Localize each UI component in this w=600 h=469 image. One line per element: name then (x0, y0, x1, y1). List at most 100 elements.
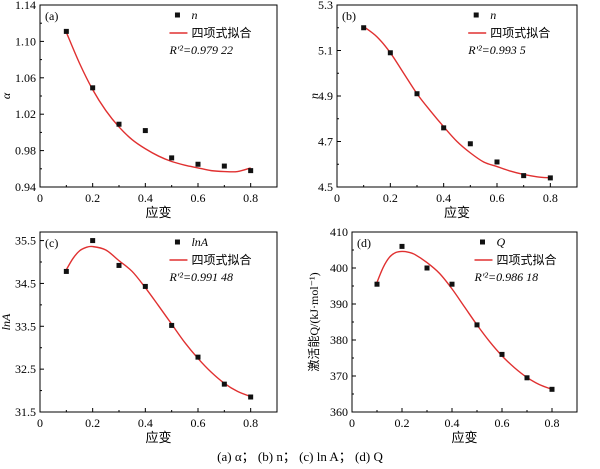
data-point (387, 50, 393, 56)
x-tick-label: 0.6 (191, 191, 206, 205)
y-tick-label: 0.94 (15, 180, 36, 194)
legend-marker-label: Q (497, 235, 506, 249)
y-tick-label: 1.06 (15, 71, 36, 85)
legend-marker-label: lnA (191, 235, 208, 249)
data-point (499, 351, 505, 357)
y-tick-label: 33.5 (15, 319, 36, 333)
y-axis-label: α (0, 92, 13, 99)
x-tick-label: 0.2 (383, 191, 398, 205)
data-point (248, 168, 254, 174)
x-tick-label: 0.6 (495, 416, 510, 430)
data-point (399, 243, 405, 249)
data-point (169, 322, 175, 328)
data-point (116, 121, 122, 127)
data-point (90, 85, 96, 91)
legend-fit-label: 四项式拟合 (497, 252, 557, 267)
legend-marker-symbol (174, 239, 180, 245)
x-tick-label: 0.8 (543, 191, 558, 205)
legend-marker-label: n (191, 8, 197, 22)
y-tick-label: 4.7 (318, 135, 333, 149)
x-tick-label: 0.2 (85, 416, 100, 430)
y-tick-label: 370 (330, 369, 348, 383)
y-tick-label: 31.5 (15, 405, 36, 419)
data-point (414, 91, 420, 97)
y-tick-label: 390 (330, 297, 348, 311)
data-point (248, 394, 254, 400)
x-tick-label: 0.8 (243, 416, 258, 430)
panel-label: (a) (45, 9, 58, 23)
x-tick-label: 0.6 (191, 416, 206, 430)
y-tick-label: 5.1 (318, 44, 333, 58)
x-tick-label: 0.4 (138, 191, 153, 205)
y-tick-label: 34.5 (15, 276, 36, 290)
y-tick-label: 1.14 (15, 0, 36, 12)
figure-caption: (a) α； (b) n； (c) ln A； (d) Q (217, 449, 383, 464)
x-axis-label: 应变 (444, 205, 470, 220)
y-tick-label: 400 (330, 261, 348, 275)
data-point (116, 262, 122, 268)
data-point (221, 163, 227, 169)
data-point (374, 281, 380, 287)
chart-panel-c: 0 0.2 0.4 0.6 0.8 31.5 32.5 33.5 34.5 35.5 应变 lnA (c… (0, 231, 278, 445)
legend-r2: R'²=0.979 22 (168, 43, 233, 57)
data-point (90, 238, 96, 244)
x-tick-label: 0 (334, 191, 340, 205)
x-axis-label: 应变 (145, 430, 171, 445)
y-tick-label: 0.98 (15, 144, 36, 158)
fit-curve (363, 26, 551, 179)
legend-fit-label: 四项式拟合 (191, 252, 251, 267)
x-tick-label: 0.4 (445, 416, 460, 430)
legend-marker-symbol (473, 12, 479, 18)
x-tick-label: 0.8 (545, 416, 560, 430)
data-point (547, 175, 553, 181)
data-point (424, 265, 430, 271)
x-tick-label: 0 (37, 191, 43, 205)
x-axis-label: 应变 (451, 430, 477, 445)
plot-frame (39, 231, 278, 413)
legend-marker-symbol (480, 239, 485, 245)
y-tick-label: 380 (330, 333, 348, 347)
y-tick-label: 410 (330, 225, 348, 239)
data-point (474, 322, 480, 328)
data-point (195, 354, 201, 360)
y-tick-label: 1.02 (15, 107, 36, 121)
y-tick-label: 1.10 (15, 34, 36, 48)
legend-marker-symbol (174, 12, 180, 18)
legend-fit-label: 四项式拟合 (191, 25, 251, 40)
chart-panel-d: 0 0.2 0.4 0.6 0.8 360 370 380 390 400 410 应变 激活能Q/(k… (307, 225, 578, 445)
panel-label: (d) (357, 236, 371, 250)
x-tick-label: 0.2 (395, 416, 410, 430)
x-tick-label: 0.2 (85, 191, 100, 205)
x-tick-label: 0.8 (243, 191, 258, 205)
y-axis-label: n (307, 93, 321, 99)
y-tick-label: 35.5 (15, 234, 36, 248)
legend-r2: R'²=0.991 48 (168, 270, 233, 284)
data-point (494, 159, 500, 165)
data-point (169, 155, 175, 161)
data-point (441, 125, 447, 131)
x-tick-label: 0 (349, 416, 355, 430)
data-point (467, 141, 473, 147)
data-point (549, 386, 555, 392)
data-point (63, 268, 69, 274)
data-point (361, 25, 367, 31)
chart-panel-a: 0 0.2 0.4 0.6 0.8 0.94 0.98 1.02 1.06 1.10 1.14 应变 α… (0, 0, 278, 220)
fit-curve (65, 245, 251, 398)
fit-curve (65, 32, 251, 173)
x-tick-label: 0.6 (490, 191, 505, 205)
legend-fit-label: 四项式拟合 (490, 25, 550, 40)
fit-curve (376, 250, 553, 390)
y-axis-label: lnA (0, 313, 13, 330)
x-axis-label: 应变 (145, 205, 171, 220)
y-tick-label: 32.5 (15, 362, 36, 376)
y-tick-label: 4.9 (318, 89, 333, 103)
data-point (521, 173, 527, 179)
data-point (449, 281, 455, 287)
y-axis-label: 激活能Q/(kJ·mol⁻¹) (307, 272, 321, 371)
data-point (524, 375, 530, 381)
data-point (195, 161, 201, 167)
chart-panel-b: 0 0.2 0.4 0.6 0.8 4.5 4.7 4.9 5.1 5.3 应变 n (b) n 四项式拟合… (307, 0, 578, 220)
data-point (142, 283, 148, 289)
y-tick-label: 360 (330, 405, 348, 419)
